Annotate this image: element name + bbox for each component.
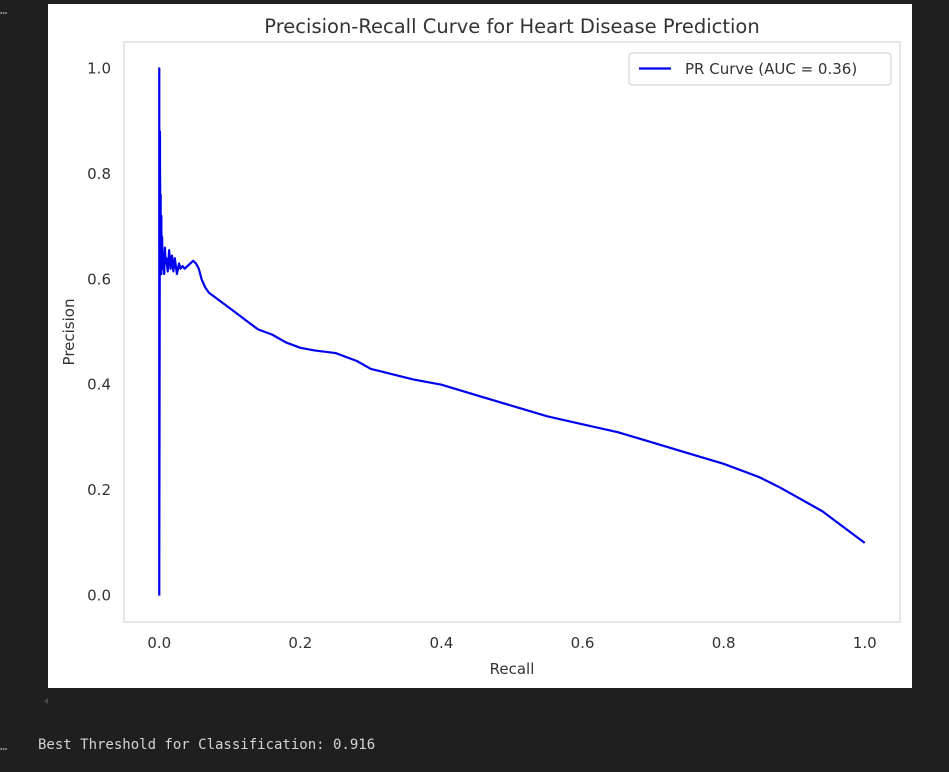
scroll-left-arrow-icon[interactable] (44, 698, 48, 704)
legend-label-pr-curve: PR Curve (AUC = 0.36) (685, 60, 857, 78)
chart-figure: Precision-Recall Curve for Heart Disease… (48, 4, 912, 688)
legend-box (628, 52, 892, 86)
y-tick-label: 0.8 (87, 165, 111, 183)
y-tick-label: 0.0 (87, 587, 111, 605)
pr-curve-chart: Precision-Recall Curve for Heart Disease… (60, 15, 901, 678)
y-tick-label: 0.2 (87, 481, 111, 499)
x-axis-ticks: 0.0 0.2 0.4 0.6 0.8 1.0 (147, 634, 876, 652)
plot-area (123, 41, 901, 623)
x-tick-label: 0.2 (288, 634, 312, 652)
series-line-pr-curve (158, 67, 866, 596)
cell-collapse-marker[interactable]: … (0, 3, 9, 17)
y-tick-label: 0.4 (87, 376, 111, 394)
output-collapse-marker[interactable]: … (0, 739, 9, 753)
x-tick-label: 1.0 (853, 634, 877, 652)
output-text: Best Threshold for Classification: 0.916 (38, 737, 376, 753)
legend: PR Curve (AUC = 0.36) (628, 52, 892, 86)
series-layer (158, 67, 866, 596)
y-tick-label: 0.6 (87, 270, 111, 288)
x-axis-label: Recall (490, 660, 535, 678)
x-tick-label: 0.8 (712, 634, 736, 652)
x-tick-label: 0.6 (571, 634, 595, 652)
x-tick-label: 0.0 (147, 634, 171, 652)
y-axis-ticks: 0.0 0.2 0.4 0.6 0.8 1.0 (87, 59, 111, 604)
x-tick-label: 0.4 (430, 634, 454, 652)
y-tick-label: 1.0 (87, 59, 111, 77)
chart-title: Precision-Recall Curve for Heart Disease… (264, 15, 759, 38)
y-axis-label: Precision (60, 299, 78, 366)
